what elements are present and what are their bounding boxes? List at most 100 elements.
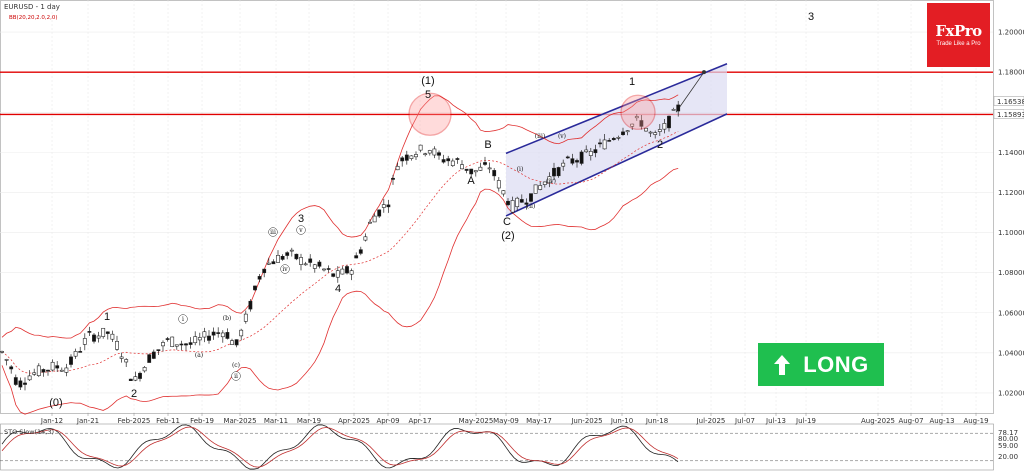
date-tick-label: Aug-13 [929, 417, 954, 425]
channel-lower-line [505, 113, 728, 217]
date-tick-label: Aug-19 [963, 417, 988, 425]
date-tick-label: Jun-10 [610, 417, 633, 425]
candle-body [487, 167, 492, 170]
wave-label: (0) [49, 397, 62, 409]
candle-body [565, 156, 570, 159]
candle-body [82, 338, 87, 345]
wave-label-ring [178, 314, 188, 324]
date-tick-label: Feb-19 [190, 417, 214, 425]
stochastic-tick-label: 59.00 [998, 442, 1018, 450]
candle-body [450, 160, 455, 166]
price-tick-label: 1.04000 [998, 349, 1024, 357]
date-tick-label: Mar-2025 [223, 417, 256, 425]
candle-body [611, 138, 616, 140]
horizontal-levels [0, 71, 993, 116]
candle-body [386, 204, 391, 208]
wave-label: 2 [131, 388, 137, 400]
plot-frame [0, 0, 994, 414]
candle-body [239, 329, 244, 337]
candle-body [207, 335, 211, 341]
candle-body [478, 166, 483, 171]
candle-body [570, 158, 575, 164]
candle-body [464, 168, 469, 171]
candle-body [92, 334, 96, 342]
candle-body [216, 332, 221, 334]
candle-body [41, 369, 46, 373]
candle-body [542, 181, 547, 185]
projection-arrow [675, 71, 705, 113]
corner-label: 3 [808, 11, 814, 23]
candle-body [593, 149, 598, 154]
candle-body [409, 155, 414, 159]
candle-body [322, 268, 326, 271]
wave-label: 1 [104, 311, 110, 323]
candle-body [4, 359, 9, 361]
date-tick-label: Jan-21 [76, 417, 99, 425]
candle-body [358, 249, 363, 254]
uptrend-channel [505, 63, 728, 217]
candle-body [220, 332, 225, 338]
candle-body [345, 266, 349, 274]
candle-body [161, 342, 165, 347]
bollinger-lower [1, 167, 679, 415]
candle-body [552, 167, 556, 177]
price-tick-label: 1.18000 [998, 69, 1024, 77]
candle-body [644, 127, 648, 132]
candle-body [138, 372, 142, 379]
candle-body [506, 200, 510, 206]
candle-body [124, 359, 129, 363]
reversal-circle-2 [620, 94, 656, 130]
candle-body [510, 200, 515, 213]
candle-body [101, 327, 106, 337]
stochastic-tick-label: 78.17 [998, 429, 1018, 437]
candle-body [588, 151, 593, 156]
candle-body [404, 154, 409, 161]
candle-body [662, 123, 667, 130]
date-tick-label: Apr-2025 [338, 417, 370, 425]
wave-labels: (0)1234(1)5ABC(2)12(a)(b)(c)iiiiiiivv(i)… [49, 75, 663, 409]
stochastic-tick-label: 80.00 [998, 435, 1018, 443]
candle-body [326, 268, 331, 270]
wave-label: 4 [335, 283, 341, 295]
logo-tagline: Trade Like a Pro [936, 41, 981, 47]
candle-body [147, 354, 152, 363]
candle-body [115, 341, 119, 350]
fxpro-logo: FxPro Trade Like a Pro [927, 3, 990, 67]
candle-body [46, 369, 50, 372]
candle-body [253, 285, 257, 291]
wave-label-ring [296, 225, 306, 235]
candle-body [340, 268, 345, 275]
candle-body [32, 372, 37, 375]
candle-body [515, 197, 520, 208]
candle-body [96, 335, 101, 339]
stochastic-frame [0, 423, 994, 471]
candle-body [184, 343, 188, 346]
price-tick-label: 1.14000 [998, 149, 1024, 157]
candle-body [9, 366, 14, 370]
wave-label: (i) [517, 166, 524, 173]
date-tick-label: Jun-2025 [570, 417, 602, 425]
date-tick-label: Mar-19 [297, 417, 321, 425]
candle-body [616, 137, 621, 139]
candle-body [87, 331, 92, 333]
candle-body [598, 142, 602, 145]
candle-body [27, 375, 32, 381]
candle-body [335, 270, 340, 278]
candle-body [372, 215, 377, 223]
candle-body [202, 331, 207, 338]
stochastic-tick-label: 20.00 [998, 453, 1018, 461]
date-tick-label: Aug-2025 [861, 417, 895, 425]
candle-body [165, 338, 170, 340]
wave-label-ring [268, 227, 278, 237]
wave-label: i [182, 316, 184, 323]
candle-body [18, 380, 23, 388]
candle-body [179, 343, 184, 346]
wave-label: ii [234, 373, 238, 380]
candle-body [331, 273, 336, 277]
price-tag-box [993, 96, 1024, 106]
wave-label: (a) [195, 352, 203, 359]
wave-label: (1) [421, 75, 434, 87]
wave-label: 3 [298, 213, 304, 225]
candle-body [280, 255, 285, 260]
